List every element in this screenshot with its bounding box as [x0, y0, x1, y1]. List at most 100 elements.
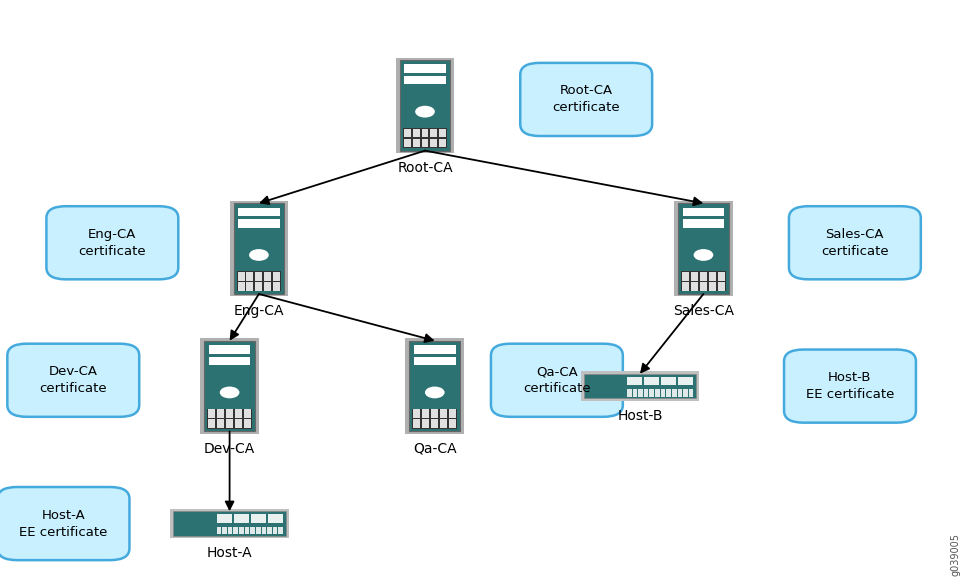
Bar [683, 389, 688, 397]
Bar [440, 129, 446, 137]
Bar [709, 282, 716, 291]
Text: Host-B
EE certificate: Host-B EE certificate [806, 371, 894, 401]
Bar [441, 419, 447, 428]
Bar [404, 64, 446, 73]
Bar [627, 389, 631, 397]
Bar [414, 345, 455, 354]
Bar [672, 389, 676, 397]
Bar [661, 377, 676, 385]
Bar [170, 509, 289, 538]
Bar [431, 419, 439, 428]
Bar [255, 282, 263, 291]
Bar [700, 272, 707, 281]
Text: Qa-CA: Qa-CA [413, 442, 456, 456]
Bar [209, 345, 250, 354]
Bar [267, 526, 272, 534]
FancyBboxPatch shape [520, 63, 653, 136]
Bar [250, 526, 255, 534]
Bar [422, 410, 429, 418]
Bar [207, 409, 252, 429]
Bar [691, 272, 698, 281]
Text: Eng-CA: Eng-CA [234, 305, 284, 318]
Bar [244, 410, 251, 418]
Bar [209, 357, 250, 365]
FancyBboxPatch shape [230, 201, 288, 296]
Bar [666, 389, 671, 397]
Bar [412, 139, 419, 147]
Bar [449, 410, 456, 418]
Bar [268, 514, 282, 522]
Bar [228, 526, 233, 534]
FancyBboxPatch shape [0, 487, 129, 560]
Bar [255, 272, 263, 281]
Bar [441, 410, 447, 418]
Bar [683, 208, 724, 216]
Bar [709, 272, 716, 281]
Bar [256, 526, 261, 534]
Bar [660, 389, 665, 397]
Bar [235, 410, 242, 418]
Bar [718, 272, 725, 281]
Bar [682, 282, 689, 291]
Bar [632, 389, 637, 397]
FancyBboxPatch shape [784, 349, 916, 422]
FancyBboxPatch shape [678, 204, 729, 294]
Bar [682, 272, 689, 281]
Bar [246, 272, 253, 281]
Bar [274, 272, 280, 281]
Bar [208, 419, 215, 428]
Bar [234, 526, 238, 534]
Text: Root-CA: Root-CA [398, 161, 452, 175]
FancyBboxPatch shape [400, 60, 450, 151]
Text: Qa-CA
certificate: Qa-CA certificate [523, 365, 591, 395]
Bar [237, 282, 244, 291]
Bar [718, 282, 725, 291]
Bar [226, 419, 234, 428]
Bar [404, 129, 410, 137]
Bar [262, 526, 266, 534]
Bar [236, 271, 281, 291]
Bar [431, 129, 438, 137]
FancyBboxPatch shape [204, 340, 255, 432]
Circle shape [415, 106, 435, 118]
Bar [404, 139, 410, 147]
Text: Host-A
EE certificate: Host-A EE certificate [20, 508, 107, 539]
Bar [217, 514, 232, 522]
FancyBboxPatch shape [200, 338, 259, 434]
Bar [238, 219, 279, 228]
Bar [235, 419, 242, 428]
Bar [274, 282, 280, 291]
Bar [208, 410, 215, 418]
Bar [683, 219, 724, 228]
Text: Sales-CA: Sales-CA [673, 305, 734, 318]
Text: Dev-CA
certificate: Dev-CA certificate [39, 365, 107, 395]
Bar [403, 128, 447, 148]
FancyBboxPatch shape [405, 338, 464, 434]
Bar [174, 511, 285, 536]
Text: Host-B: Host-B [617, 409, 662, 423]
Circle shape [220, 387, 239, 398]
Bar [238, 208, 279, 216]
Bar [638, 389, 643, 397]
Bar [413, 410, 420, 418]
FancyBboxPatch shape [396, 58, 454, 153]
Bar [584, 374, 697, 398]
Circle shape [425, 387, 445, 398]
Bar [422, 419, 429, 428]
Bar [681, 271, 726, 291]
Bar [251, 514, 266, 522]
Bar [431, 410, 439, 418]
Bar [217, 526, 221, 534]
Bar [413, 419, 420, 428]
Circle shape [249, 249, 269, 261]
Bar [627, 377, 642, 385]
Bar [691, 282, 698, 291]
Bar [421, 139, 429, 147]
FancyBboxPatch shape [674, 201, 733, 296]
Bar [440, 139, 446, 147]
Bar [244, 419, 251, 428]
Bar [421, 129, 429, 137]
Text: Dev-CA: Dev-CA [204, 442, 255, 456]
Bar [273, 526, 277, 534]
Bar [265, 282, 272, 291]
